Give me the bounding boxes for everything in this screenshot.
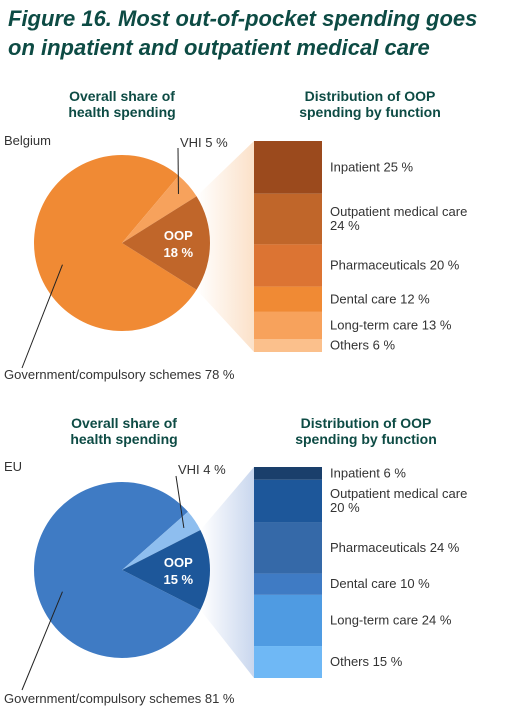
belgium-bar-segment-2 bbox=[254, 244, 322, 287]
belgium-bar-segment-label-2: Pharmaceuticals 20 % bbox=[330, 257, 460, 272]
belgium-bar-title: Distribution of OOP spending by function bbox=[299, 88, 441, 120]
eu-pie-slice-government bbox=[34, 481, 201, 658]
eu-bar-segment-0 bbox=[254, 467, 322, 480]
eu-bar-title: Distribution of OOP spending by function bbox=[295, 415, 437, 447]
belgium-pie-title: Overall share of health spending bbox=[68, 88, 175, 120]
belgium-bar-segment-3 bbox=[254, 286, 322, 312]
eu-bar-segment-label-4: Long-term care 24 % bbox=[330, 612, 452, 627]
eu-bar-segment-label-3: Dental care 10 % bbox=[330, 576, 430, 591]
eu-bar-segment-label-5: Others 15 % bbox=[330, 654, 403, 669]
eu-bar-segment-4 bbox=[254, 594, 322, 647]
belgium-oop-label: OOP bbox=[164, 228, 193, 243]
eu-oop-label: OOP bbox=[164, 555, 193, 570]
belgium-government-leader-line bbox=[21, 264, 63, 369]
belgium-bar-segment-label-3: Dental care 12 % bbox=[330, 291, 430, 306]
eu-bar-segment-label-1: Outpatient medical care 20 % bbox=[330, 486, 467, 515]
eu-region-label: EU bbox=[4, 459, 22, 474]
belgium-bar-segment-1 bbox=[254, 193, 322, 245]
belgium-bar-segment-label-0: Inpatient 25 % bbox=[330, 159, 414, 174]
eu-government-leader-line bbox=[21, 591, 63, 691]
belgium-bar-segment-4 bbox=[254, 311, 322, 340]
belgium-vhi-label: VHI 5 % bbox=[180, 135, 228, 150]
eu-vhi-leader-line bbox=[175, 475, 185, 529]
eu-bar-segment-2 bbox=[254, 522, 322, 574]
eu-pie-slice-oop bbox=[122, 530, 211, 610]
belgium-bar-segment-label-1: Outpatient medical care 24 % bbox=[330, 204, 467, 233]
belgium-pie-slice-vhi bbox=[122, 175, 197, 243]
figure-title: Figure 16. Most out-of-pocket spending g… bbox=[8, 6, 478, 60]
eu-vhi-label: VHI 4 % bbox=[178, 462, 226, 477]
belgium-bar-segment-5 bbox=[254, 339, 322, 352]
belgium-bar-segment-label-5: Others 6 % bbox=[330, 338, 395, 353]
belgium-pie-slice-government bbox=[33, 155, 197, 332]
belgium-bar-segment-0 bbox=[254, 141, 322, 194]
belgium-pie-slice-oop bbox=[122, 196, 210, 290]
belgium-region-label: Belgium bbox=[4, 133, 51, 148]
eu-government-label: Government/compulsory schemes 81 % bbox=[4, 691, 235, 706]
eu-bar-segment-label-0: Inpatient 6 % bbox=[330, 465, 406, 480]
belgium-bar-segment-label-4: Long-term care 13 % bbox=[330, 318, 452, 333]
belgium-government-label: Government/compulsory schemes 78 % bbox=[4, 367, 235, 382]
eu-oop-value: 15 % bbox=[163, 572, 193, 587]
eu-oop-connector bbox=[200, 467, 254, 678]
belgium-oop-connector bbox=[196, 141, 254, 352]
eu-bar-segment-label-2: Pharmaceuticals 24 % bbox=[330, 540, 460, 555]
eu-pie-slice-vhi bbox=[122, 511, 201, 570]
eu-bar-segment-1 bbox=[254, 479, 322, 523]
eu-pie-title: Overall share of health spending bbox=[70, 415, 177, 447]
belgium-oop-value: 18 % bbox=[163, 245, 193, 260]
eu-bar-segment-5 bbox=[254, 646, 322, 678]
eu-bar-segment-3 bbox=[254, 573, 322, 595]
